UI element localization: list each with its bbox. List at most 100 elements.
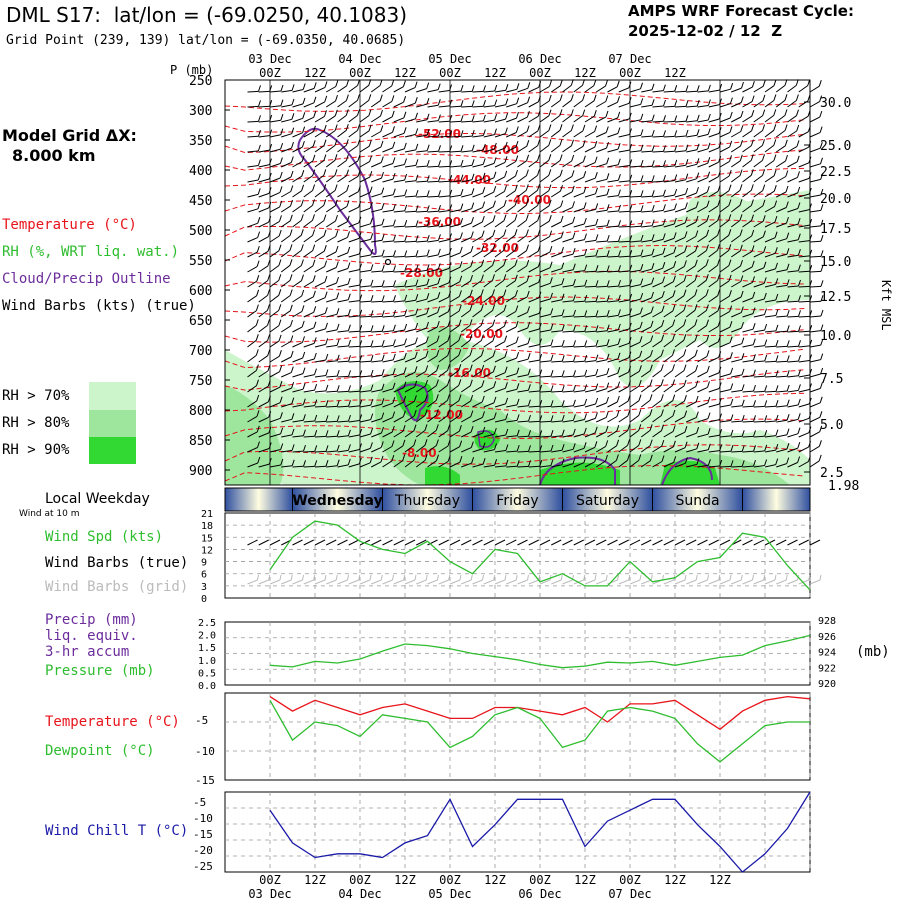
wind-barb-flag (447, 349, 451, 356)
wind-barb-flag (796, 109, 799, 116)
wind-barb (584, 224, 596, 228)
wind-barb (539, 236, 550, 243)
isotherm-line-7 (224, 244, 806, 266)
wind-barb (753, 220, 764, 228)
wind-barb (359, 315, 372, 318)
wind-barb (596, 373, 608, 378)
wind-barb-flag (312, 140, 316, 147)
wind-barb (551, 405, 563, 408)
surface-wind-barb-grid (393, 579, 404, 585)
wind-barb (371, 418, 382, 423)
wind-barb (663, 461, 674, 468)
surface-wind-barb-grid (562, 579, 573, 585)
wind-barb-flag (505, 444, 509, 451)
rh-fill-10 (425, 466, 460, 485)
wind-barb-flag (255, 319, 259, 326)
wind-barb (562, 222, 573, 228)
wind-barb (314, 174, 325, 183)
wind-barb-flag (649, 394, 653, 401)
wind-barb-flag (571, 185, 575, 192)
wind-barb-flag (381, 234, 385, 241)
wind-barb (551, 464, 563, 468)
wind-barb (674, 339, 685, 348)
wind-barb (292, 326, 303, 333)
wind-barb (404, 102, 416, 108)
wind-barb (686, 163, 698, 168)
wind-barb-flag (683, 274, 687, 282)
wind-barb (708, 89, 720, 93)
wind-barb-flag (527, 306, 530, 313)
wind-barb (483, 355, 494, 363)
wind-barb (314, 450, 327, 453)
wind-barb (359, 161, 370, 168)
wind-barb-flag (775, 443, 779, 451)
wind-barb (596, 147, 607, 153)
wind-barb-flag (650, 335, 654, 342)
wind-barb-flag (404, 280, 408, 287)
wind-barb (685, 355, 696, 363)
wind-barb (539, 420, 552, 423)
wind-barb-flag (651, 129, 655, 137)
wind-barb-flag (436, 454, 439, 461)
wind-barb-flag (627, 424, 631, 431)
wind-barb-flag (426, 293, 430, 300)
surface-wind-barb-grid (674, 579, 686, 585)
wind-barb-flag (752, 369, 756, 376)
wind-barb (371, 224, 383, 228)
wind-barb (776, 390, 788, 393)
wind-barb-flag (786, 232, 790, 239)
wind-barb (281, 341, 292, 348)
wind-barb (562, 360, 574, 363)
wind-barb-flag (381, 171, 384, 179)
wind-barb (326, 435, 338, 438)
wind-barb-flag (674, 130, 678, 137)
weekday-label: Friday (496, 493, 538, 509)
wind-barb (269, 265, 280, 273)
surface-wind-barb-grid-flag (583, 574, 586, 581)
wind-barb-flag (426, 307, 430, 314)
wind-barb (269, 309, 280, 318)
wind-barb-flag (469, 304, 473, 311)
wind-barb (686, 236, 697, 243)
wind-barb (562, 375, 574, 378)
wind-barb (719, 131, 731, 138)
wind-barb-flag (435, 409, 439, 416)
wind-barb-flag (256, 425, 260, 433)
wind-barb-flag (312, 290, 316, 297)
wind-barb (427, 195, 439, 198)
wind-barb-flag (258, 130, 261, 137)
wind-barb (404, 386, 415, 393)
wind-barb (629, 225, 642, 228)
cycle-line-2: 2025-12-02 / 12 Z (628, 22, 783, 40)
surface-wind-barb (551, 539, 562, 546)
wind-barb (753, 435, 765, 438)
wind-barb-flag (683, 319, 687, 326)
wind-barb-flag (584, 355, 588, 362)
wind-barb-flag (267, 304, 270, 311)
wind-barb (483, 191, 494, 198)
wind-barb-flag (278, 304, 282, 311)
wind-barb (674, 354, 685, 363)
surface-wind-barb-grid-flag (448, 574, 451, 581)
surface-wind-barb-grid (348, 579, 359, 585)
wind-barb-flag (617, 96, 620, 103)
wind-barb (427, 297, 438, 303)
wind-barb-flag (357, 94, 360, 101)
pressure-tick-label: 650 (189, 314, 212, 329)
wind-barb (753, 267, 765, 273)
wind-barb-flag (797, 233, 801, 240)
wind-barb (494, 133, 506, 138)
legend-rh80-swatch (89, 410, 136, 437)
wind-barb-flag (696, 114, 700, 121)
wind-barb (798, 461, 809, 468)
wind-barb-flag (550, 323, 554, 331)
wind-barb (674, 385, 685, 393)
wind-barb (337, 144, 347, 153)
wind-barb-flag (663, 175, 666, 182)
wind-barb (438, 445, 449, 453)
wind-barb-flag (471, 173, 475, 180)
wind-barb (641, 225, 653, 228)
wind-barb-flag (257, 231, 261, 238)
wind-barb-flag (640, 113, 644, 121)
wind-barb-flag (561, 370, 565, 377)
